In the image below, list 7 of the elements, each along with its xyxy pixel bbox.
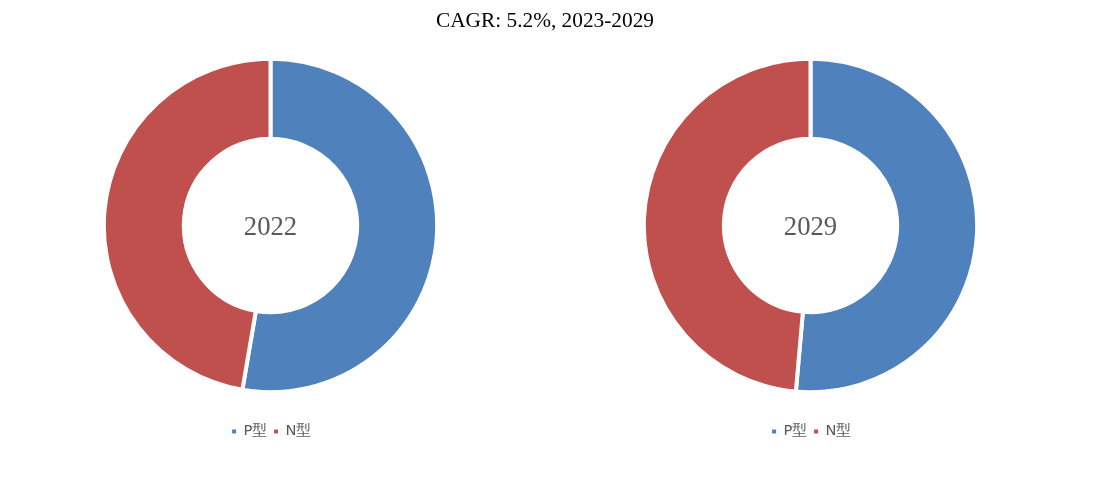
text: CAGR: 5.2%, 2023-2029 <box>435 7 655 34</box>
legend-label: P型 <box>783 421 808 440</box>
legend-label: P型 <box>243 421 268 440</box>
text: 2022 <box>243 210 298 241</box>
text: 2029 <box>783 210 838 241</box>
legend-label: N型 <box>285 421 312 440</box>
legend-label: N型 <box>825 421 852 440</box>
